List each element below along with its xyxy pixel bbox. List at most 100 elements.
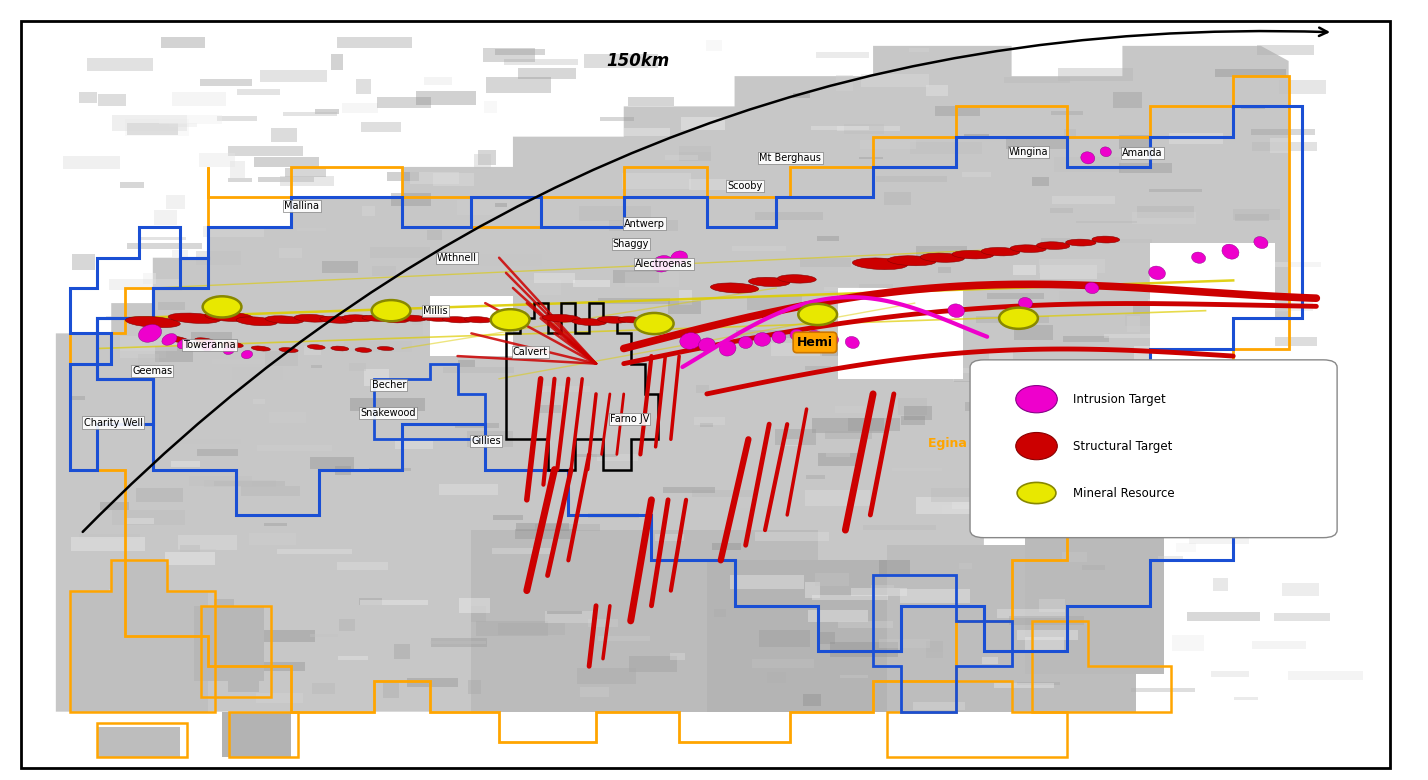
- Ellipse shape: [169, 313, 220, 324]
- FancyBboxPatch shape: [597, 298, 670, 303]
- FancyBboxPatch shape: [154, 346, 193, 363]
- FancyBboxPatch shape: [825, 453, 851, 457]
- FancyBboxPatch shape: [818, 453, 860, 466]
- FancyBboxPatch shape: [927, 641, 942, 658]
- FancyBboxPatch shape: [440, 299, 497, 305]
- FancyBboxPatch shape: [474, 154, 491, 169]
- FancyBboxPatch shape: [1014, 324, 1052, 340]
- FancyBboxPatch shape: [1150, 189, 1202, 193]
- FancyBboxPatch shape: [1191, 292, 1254, 301]
- FancyBboxPatch shape: [911, 343, 938, 350]
- FancyBboxPatch shape: [871, 585, 894, 588]
- Ellipse shape: [777, 275, 817, 283]
- FancyBboxPatch shape: [411, 315, 433, 324]
- FancyBboxPatch shape: [1064, 477, 1091, 484]
- FancyBboxPatch shape: [1228, 302, 1287, 312]
- FancyBboxPatch shape: [858, 339, 874, 349]
- FancyBboxPatch shape: [1077, 221, 1137, 223]
- FancyBboxPatch shape: [1165, 283, 1200, 290]
- FancyBboxPatch shape: [1091, 445, 1140, 456]
- FancyBboxPatch shape: [197, 448, 237, 456]
- FancyBboxPatch shape: [517, 68, 577, 79]
- FancyBboxPatch shape: [1274, 415, 1309, 427]
- FancyBboxPatch shape: [1040, 258, 1105, 273]
- Ellipse shape: [166, 336, 190, 343]
- FancyBboxPatch shape: [171, 92, 226, 106]
- FancyBboxPatch shape: [1232, 296, 1258, 308]
- FancyBboxPatch shape: [434, 172, 474, 186]
- FancyBboxPatch shape: [394, 644, 410, 659]
- FancyBboxPatch shape: [1064, 336, 1110, 342]
- FancyBboxPatch shape: [817, 236, 838, 241]
- FancyBboxPatch shape: [440, 484, 498, 495]
- Ellipse shape: [618, 317, 643, 323]
- FancyBboxPatch shape: [1274, 613, 1329, 621]
- Text: Mallina: Mallina: [284, 201, 320, 211]
- FancyBboxPatch shape: [1161, 392, 1215, 396]
- Ellipse shape: [126, 317, 180, 328]
- FancyBboxPatch shape: [423, 321, 478, 335]
- FancyBboxPatch shape: [800, 258, 851, 267]
- FancyBboxPatch shape: [1282, 583, 1319, 596]
- FancyBboxPatch shape: [851, 588, 907, 596]
- FancyBboxPatch shape: [1127, 316, 1140, 332]
- Polygon shape: [223, 711, 291, 757]
- FancyBboxPatch shape: [271, 128, 297, 142]
- FancyBboxPatch shape: [753, 659, 814, 668]
- FancyBboxPatch shape: [188, 476, 253, 486]
- FancyBboxPatch shape: [496, 49, 545, 55]
- FancyBboxPatch shape: [942, 505, 990, 514]
- FancyBboxPatch shape: [670, 654, 685, 661]
- FancyBboxPatch shape: [831, 237, 873, 249]
- FancyBboxPatch shape: [144, 682, 173, 691]
- Ellipse shape: [1092, 236, 1120, 243]
- FancyBboxPatch shape: [758, 630, 810, 647]
- FancyBboxPatch shape: [228, 178, 253, 183]
- FancyBboxPatch shape: [1277, 424, 1312, 437]
- FancyBboxPatch shape: [106, 316, 161, 318]
- FancyBboxPatch shape: [975, 316, 1050, 323]
- FancyBboxPatch shape: [623, 173, 691, 189]
- Polygon shape: [56, 46, 1288, 711]
- FancyBboxPatch shape: [364, 370, 388, 386]
- FancyBboxPatch shape: [430, 296, 513, 356]
- Circle shape: [491, 309, 530, 331]
- FancyBboxPatch shape: [781, 388, 834, 392]
- FancyBboxPatch shape: [655, 534, 684, 541]
- FancyBboxPatch shape: [707, 41, 723, 51]
- FancyBboxPatch shape: [911, 365, 942, 370]
- FancyBboxPatch shape: [1052, 196, 1115, 204]
- FancyBboxPatch shape: [540, 385, 590, 392]
- FancyBboxPatch shape: [577, 668, 635, 684]
- FancyBboxPatch shape: [120, 336, 177, 351]
- FancyBboxPatch shape: [914, 702, 965, 710]
- FancyBboxPatch shape: [804, 340, 831, 348]
- Ellipse shape: [1081, 152, 1095, 164]
- FancyBboxPatch shape: [313, 683, 336, 694]
- FancyBboxPatch shape: [257, 177, 314, 183]
- FancyBboxPatch shape: [588, 619, 617, 626]
- FancyBboxPatch shape: [1154, 479, 1174, 481]
- FancyBboxPatch shape: [694, 417, 725, 425]
- FancyBboxPatch shape: [850, 342, 864, 359]
- FancyBboxPatch shape: [277, 548, 351, 554]
- FancyBboxPatch shape: [154, 210, 177, 225]
- FancyBboxPatch shape: [1172, 635, 1204, 651]
- FancyBboxPatch shape: [1010, 615, 1084, 625]
- FancyBboxPatch shape: [140, 237, 186, 240]
- FancyBboxPatch shape: [1001, 433, 1044, 444]
- FancyBboxPatch shape: [997, 609, 1065, 619]
- FancyBboxPatch shape: [1264, 298, 1312, 311]
- FancyBboxPatch shape: [824, 287, 883, 291]
- FancyBboxPatch shape: [356, 79, 371, 94]
- FancyBboxPatch shape: [214, 599, 234, 611]
- FancyBboxPatch shape: [805, 366, 831, 370]
- FancyBboxPatch shape: [863, 525, 935, 530]
- Text: Millis: Millis: [423, 306, 447, 316]
- FancyBboxPatch shape: [608, 220, 678, 231]
- Ellipse shape: [1018, 297, 1032, 309]
- FancyBboxPatch shape: [1235, 214, 1269, 221]
- FancyBboxPatch shape: [180, 544, 200, 552]
- Ellipse shape: [981, 247, 1020, 256]
- FancyBboxPatch shape: [314, 108, 338, 114]
